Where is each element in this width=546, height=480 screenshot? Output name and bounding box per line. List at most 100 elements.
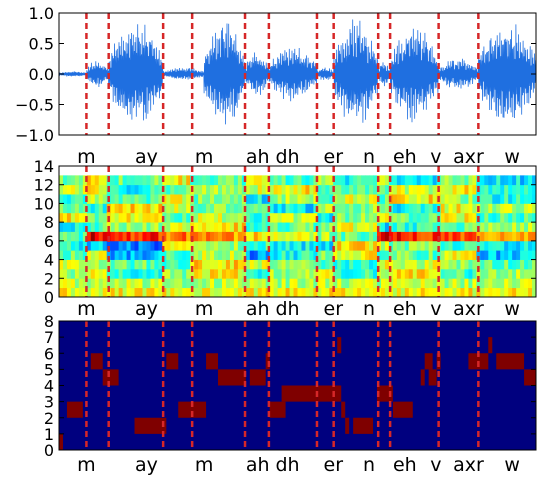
features-cell [460,184,465,195]
features-cell [182,278,187,289]
features-cell [309,175,314,186]
features-cell [126,231,131,242]
features-cell [194,250,199,260]
features-cell [468,175,473,186]
features-cell [365,194,370,204]
features-cell [428,194,434,204]
features-cell [198,184,203,195]
features-cell [396,222,402,232]
features-cell [98,222,104,232]
features-cell [492,203,497,214]
features-cell [162,194,167,204]
features-cell [484,268,489,279]
features-cell [126,268,131,279]
features-cell [349,194,354,204]
features-cell [110,287,116,297]
features-cell [361,222,366,232]
features-cell [337,194,342,204]
features-cell [138,287,143,297]
features-cell [225,268,231,279]
features-cell [162,175,167,186]
features-cell [162,287,167,297]
features-cell [396,175,402,186]
features-cell [94,240,100,251]
features-cell [333,287,338,297]
features-cell [480,250,485,260]
features-cell [357,287,362,297]
features-cell [289,250,294,260]
features-cell [142,194,147,204]
features-cell [178,175,183,186]
features-cell [444,287,449,297]
features-cell [388,250,394,260]
features-cell [150,194,155,204]
features-cell [432,240,438,251]
phone-label: m [77,298,96,320]
features-cell [198,203,203,214]
features-cell [110,250,116,260]
features-cell [285,222,290,232]
features-cell [524,184,529,195]
features-cell [392,259,398,270]
features-cell [496,194,501,204]
features-cell [210,184,215,195]
features-cell [488,250,493,260]
features-cell [321,287,326,297]
features-cell [337,250,342,260]
features-cell [297,231,302,242]
features-cell [301,175,306,186]
features-cell [508,259,513,270]
phone-label: m [77,454,96,476]
features-cell [412,287,418,297]
features-cell [476,278,481,289]
features-cell [333,268,338,279]
features-cell [444,194,449,204]
features-cell [412,278,418,289]
features-cell [309,240,314,251]
features-cell [237,231,243,242]
phone-label: m [195,146,214,168]
features-cell [500,287,505,297]
features-cell [170,268,175,279]
features-cell [277,212,283,223]
features-cell [245,240,251,251]
features-cell [198,259,203,270]
features-cell [134,240,139,251]
features-cell [233,287,239,297]
features-cell [174,184,179,195]
features-cell [293,175,298,186]
features-cell [190,250,195,260]
features-cell [325,203,330,214]
features-cell [472,240,477,251]
features-cell [281,240,286,251]
features-cell [277,194,283,204]
features-cell [420,250,426,260]
features-cell [249,287,255,297]
features-cell [198,278,203,289]
features-cell [150,250,155,260]
features-y-tick-label: 4 [44,251,54,270]
features-cell [468,212,473,223]
features-cell [289,287,294,297]
features-cell [384,175,390,186]
features-cell [301,240,306,251]
features-cell [317,231,322,242]
features-cell [289,268,294,279]
features-cell [484,240,489,251]
features-cell [321,259,326,270]
features-cell [198,250,203,260]
features-cell [66,278,72,289]
features-cell [198,231,203,242]
features-cell [400,278,406,289]
features-cell [158,203,163,214]
labels-active-cell [392,401,413,418]
features-cell [305,203,310,214]
features-cell [142,184,147,195]
features-cell [221,250,227,260]
features-cell [257,268,263,279]
features-cell [448,203,453,214]
features-cell [373,278,378,289]
features-cell [233,184,239,195]
features-cell [432,222,438,232]
features-cell [396,240,402,251]
